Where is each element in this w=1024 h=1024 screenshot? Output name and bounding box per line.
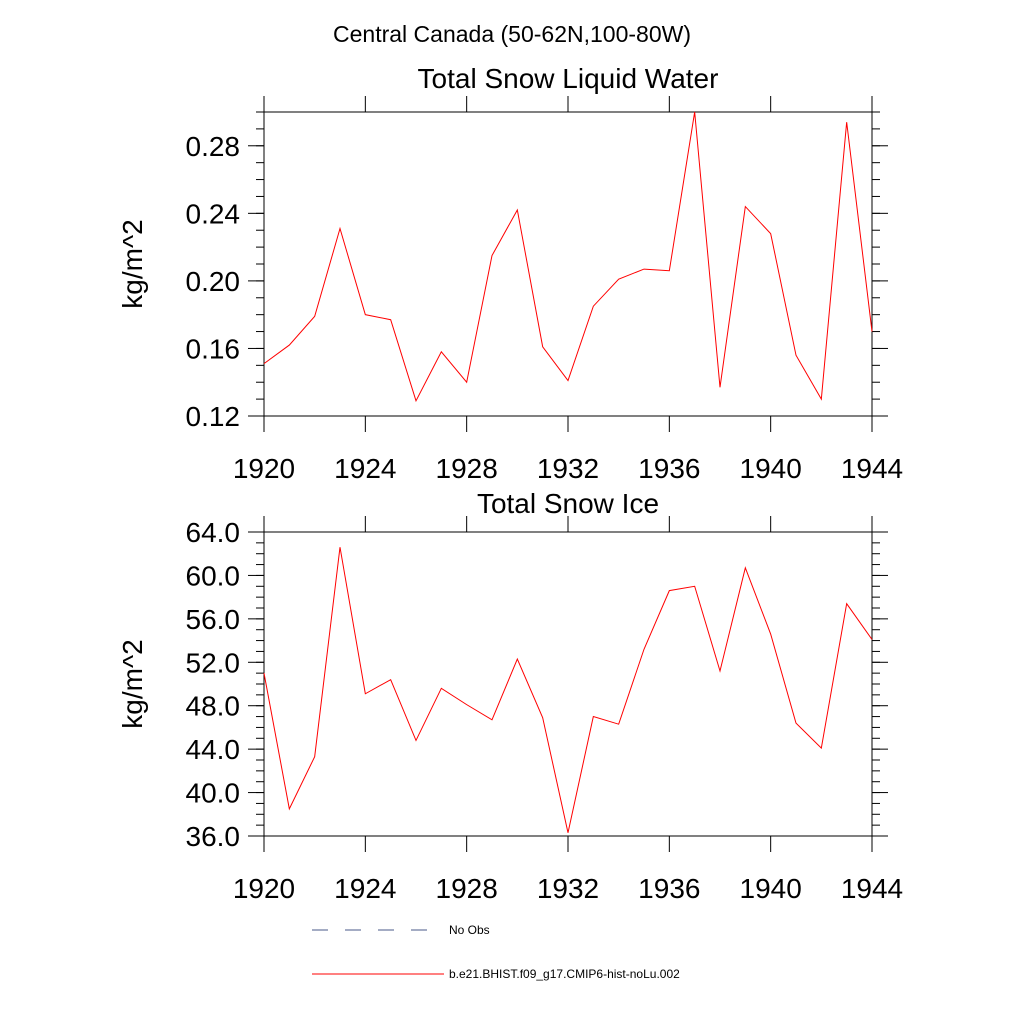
y-tick-label: 0.16: [186, 333, 241, 364]
x-tick-label: 1936: [638, 873, 700, 904]
y-tick-label: 0.28: [186, 131, 241, 162]
y-tick-label: 40.0: [186, 778, 241, 809]
y-tick-label: 36.0: [186, 821, 241, 852]
y-tick-label: 56.0: [186, 604, 241, 635]
y-tick-label: 64.0: [186, 517, 241, 548]
y-tick-label: 48.0: [186, 691, 241, 722]
panel-title: Total Snow Ice: [477, 488, 659, 519]
series-line-0: [263, 111, 873, 403]
x-tick-label: 1920: [233, 453, 295, 484]
axis-ticks: 1920 1924 1928 1932 1936 1940 1944 36.0 40.0 44.0…: [186, 516, 903, 904]
panel-snow-liquid-water: Total Snow Liquid Water kg/m^2 1920 1924 1…: [117, 63, 903, 484]
y-tick-label: 0.24: [186, 198, 241, 229]
x-tick-label: 1924: [334, 873, 396, 904]
series-line-0: [263, 547, 873, 833]
legend-label: b.e21.BHIST.f09_g17.CMIP6-hist-noLu.002: [449, 967, 680, 981]
figure-title: Central Canada (50-62N,100-80W): [333, 21, 691, 47]
y-tick-label: 0.20: [186, 266, 241, 297]
x-tick-label: 1944: [841, 453, 903, 484]
x-tick-label: 1924: [334, 453, 396, 484]
y-axis-label: kg/m^2: [117, 639, 148, 728]
y-tick-label: 60.0: [186, 560, 241, 591]
x-tick-label: 1932: [537, 453, 599, 484]
y-tick-label: 52.0: [186, 647, 241, 678]
y-tick-label: 0.12: [186, 401, 241, 432]
axis-ticks: 1920 1924 1928 1932 1936 1940 1944 0.12 0.16 0.20…: [186, 96, 903, 484]
legend-entry-model: b.e21.BHIST.f09_g17.CMIP6-hist-noLu.002: [312, 967, 680, 981]
series-lines: [263, 547, 873, 833]
legend-label: No Obs: [449, 923, 490, 937]
legend: No Obs b.e21.BHIST.f09_g17.CMIP6-hist-no…: [312, 923, 680, 981]
y-tick-label: 44.0: [186, 734, 241, 765]
legend-entry-obs: No Obs: [312, 923, 490, 937]
plot-area-frame: [263, 531, 873, 837]
x-tick-label: 1940: [740, 873, 802, 904]
x-tick-label: 1940: [740, 453, 802, 484]
series-lines: [263, 111, 873, 403]
x-tick-label: 1928: [436, 453, 498, 484]
x-tick-label: 1944: [841, 873, 903, 904]
x-tick-label: 1928: [436, 873, 498, 904]
panel-snow-ice: Total Snow Ice kg/m^2 1920 1924 1928 1932 19…: [117, 488, 903, 904]
x-tick-label: 1936: [638, 453, 700, 484]
x-tick-label: 1920: [233, 873, 295, 904]
x-tick-label: 1932: [537, 873, 599, 904]
y-axis-label: kg/m^2: [117, 219, 148, 308]
panel-title: Total Snow Liquid Water: [418, 63, 719, 94]
plot-area-frame: [263, 111, 873, 417]
